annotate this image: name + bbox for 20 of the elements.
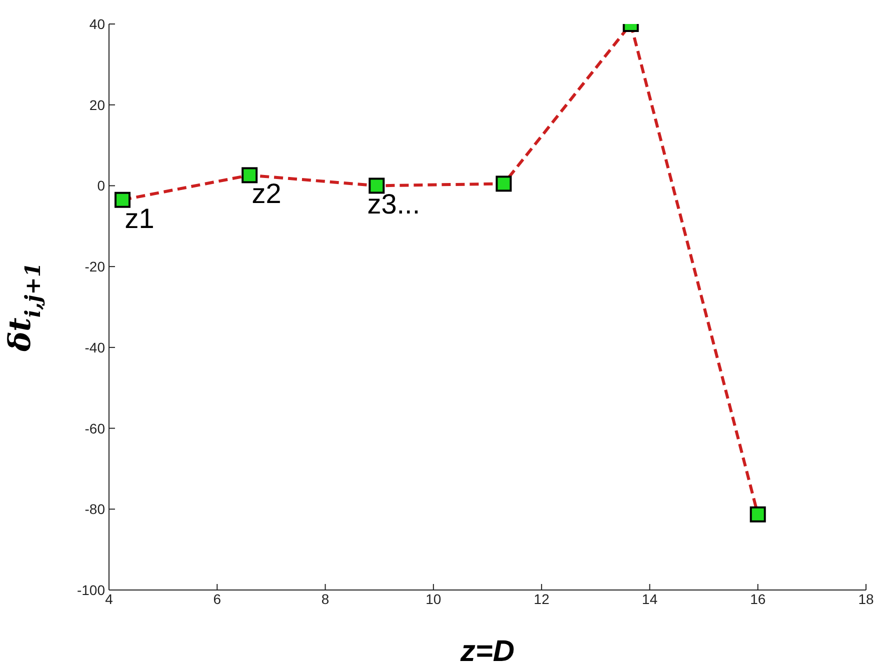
- annotation: z1: [124, 202, 154, 234]
- x-tick-label: 18: [858, 590, 874, 607]
- y-tick-label: -100: [76, 582, 106, 598]
- y-tick-label: 0: [97, 178, 106, 194]
- x-tick-label: 6: [213, 590, 222, 607]
- y-tick-label: -60: [84, 420, 106, 436]
- annotation: z3...: [367, 188, 420, 220]
- x-tick-label: 16: [750, 590, 766, 607]
- y-tick-label: -40: [84, 339, 106, 356]
- y-tick-label: 20: [89, 96, 106, 113]
- x-axis-title: z=D: [459, 635, 515, 663]
- y-tick-label: -80: [84, 501, 106, 518]
- x-tick-label: 8: [321, 590, 330, 607]
- y-tick-label: 40: [89, 16, 106, 32]
- annotation: z2: [252, 178, 282, 210]
- x-tick-label: 4: [105, 590, 114, 607]
- x-tick-label: 10: [426, 590, 442, 607]
- y-tick-label: -20: [84, 258, 106, 275]
- x-tick-label: 12: [534, 590, 550, 607]
- x-tick-label: 14: [642, 590, 658, 607]
